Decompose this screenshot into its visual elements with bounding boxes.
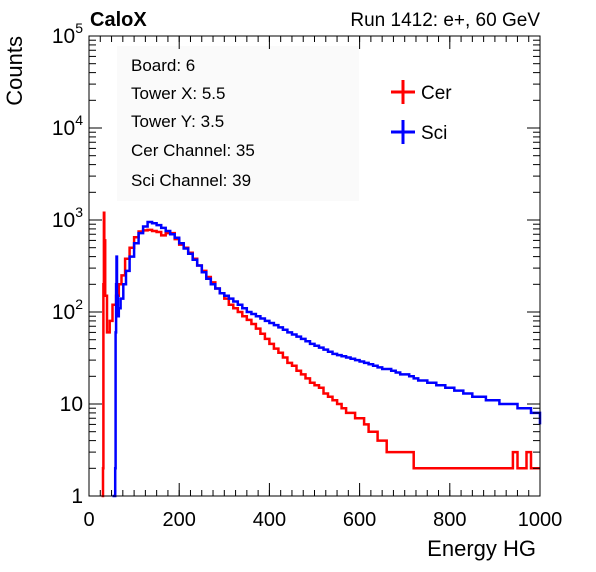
legend: Cer Sci [391,80,452,144]
series-line-sci [112,220,542,498]
info-tower-y: Tower Y: 3.5 [131,112,224,131]
x-axis-label: Energy HG [427,536,536,561]
info-sci-channel: Sci Channel: 39 [131,171,251,190]
info-box-text: Board: 6 Tower X: 5.5 Tower Y: 3.5 Cer C… [131,56,255,190]
y-tick-label: 1 [71,485,83,508]
series-layer [101,211,542,498]
series-line-cer [101,211,540,498]
info-board: Board: 6 [131,56,195,75]
x-tick-label: 800 [433,509,466,531]
x-tick-label: 200 [163,509,196,531]
x-tick-label: 600 [343,509,376,531]
y-tick-label: 104 [52,112,83,140]
legend-entry-cer: Cer [391,80,452,104]
y-tick-base: 10 [52,301,75,324]
y-tick-label: 105 [52,20,83,48]
y-tick-base: 10 [52,117,75,140]
info-box [117,46,359,201]
info-tower-x: Tower X: 5.5 [131,84,226,103]
y-tick-label: 10 [60,393,83,416]
x-tick-label: 1000 [518,509,563,531]
x-tick-label: 0 [83,509,94,531]
y-axis-label: Counts [2,36,27,106]
y-tick-exp: 2 [75,296,83,312]
legend-cer-label: Cer [421,83,452,104]
info-cer-channel: Cer Channel: 35 [131,141,255,160]
y-tick-label: 102 [52,296,83,324]
y-tick-exp: 3 [75,204,83,220]
x-tick-label: 400 [253,509,286,531]
y-tick-base: 10 [52,209,75,232]
legend-entry-sci: Sci [391,120,447,144]
y-tick-label: 103 [52,204,83,232]
y-tick-exp: 5 [75,20,83,36]
chart-title-left: CaloX [90,9,147,31]
chart-title-right: Run 1412: e+, 60 GeV [350,10,540,31]
y-tick-exp: 4 [75,112,83,128]
legend-sci-label: Sci [421,123,447,144]
y-tick-base: 10 [52,25,75,48]
